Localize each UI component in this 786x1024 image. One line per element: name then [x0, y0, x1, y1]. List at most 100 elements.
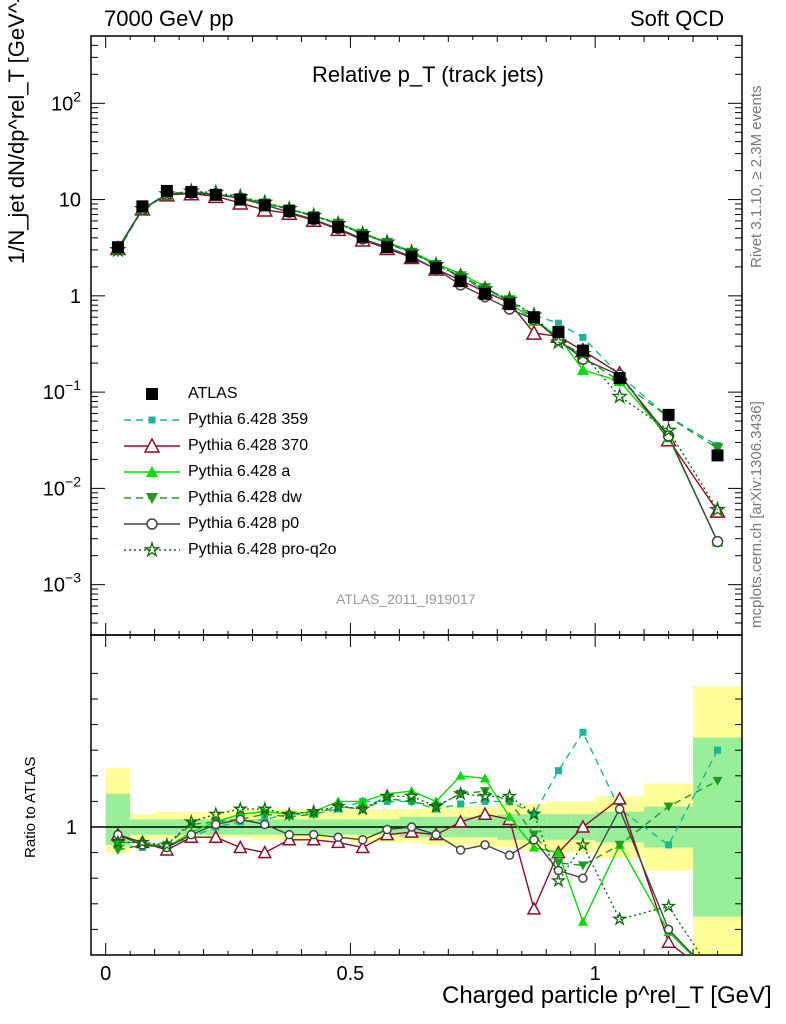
y-tick-label: 102: [51, 88, 81, 115]
data-point: [576, 363, 589, 375]
ratio-point: [481, 797, 489, 805]
data-point: [708, 500, 727, 518]
header-energy-label: 7000 GeV pp: [104, 6, 234, 31]
data-point: [659, 421, 678, 438]
ratio-point: [134, 834, 151, 849]
legend-entry: Pythia 6.428 dw: [116, 488, 416, 512]
x-tick-label: 0: [100, 963, 111, 985]
ratio-point: [211, 819, 221, 830]
ratio-point: [526, 806, 542, 821]
data-point: [234, 193, 247, 206]
ratio-point: [712, 776, 723, 786]
ratio-point: [235, 814, 246, 825]
y-tick-label: 10: [59, 190, 81, 212]
data-point: [503, 298, 516, 311]
data-point: [552, 326, 565, 339]
ratio-point: [208, 829, 224, 843]
data-point: [709, 502, 726, 518]
x-axis-label: Charged particle p^rel_T [GeV]: [442, 982, 772, 1009]
ratio-point: [112, 846, 123, 856]
y-axis-label-upper: 1/N_jet dN/dp^rel_T [GeV^-1]: [4, 0, 29, 264]
ratio-point: [554, 767, 562, 775]
data-point: [160, 184, 173, 197]
ratio-point: [431, 829, 441, 840]
ratio-point: [354, 800, 371, 816]
ratio-point: [578, 873, 588, 883]
legend-marker: [146, 518, 158, 530]
ratio-point: [579, 728, 587, 736]
legend-marker: [146, 388, 158, 400]
ratio-point: [577, 916, 588, 926]
ratio-point: [257, 845, 273, 859]
data-point: [579, 333, 587, 341]
ratio-point: [406, 822, 417, 832]
ratio-point: [453, 814, 468, 828]
data-point: [185, 185, 198, 198]
data-point: [405, 250, 418, 263]
legend-label: Pythia 6.428 a: [188, 463, 291, 480]
data-point: [527, 311, 540, 324]
ratio-point: [281, 806, 297, 821]
data-point: [258, 199, 271, 212]
ratio-point: [526, 901, 542, 915]
ratio-line: [117, 730, 719, 849]
data-point: [711, 449, 724, 462]
legend-entry: Pythia 6.428 p0: [116, 514, 416, 538]
ratio-point: [257, 800, 273, 816]
data-point: [525, 324, 543, 340]
ratio-point: [614, 840, 625, 850]
ratio-point: [477, 788, 493, 803]
y-tick-label: 1: [66, 817, 77, 839]
ratio-point: [477, 806, 493, 820]
y-axis-label-lower: Ratio to ATLAS: [22, 756, 39, 858]
ratio-point: [663, 802, 674, 812]
ratio-point: [308, 829, 319, 840]
axes-frames: [90, 35, 743, 956]
legend-markers: [124, 388, 180, 558]
data-point: [209, 188, 222, 201]
legend-entry: Pythia 6.428 359: [116, 410, 416, 434]
ratio-point: [110, 834, 126, 849]
ratio-point: [528, 842, 539, 852]
legend-label: Pythia 6.428 370: [188, 437, 309, 454]
ratio-point: [550, 872, 567, 888]
ratio-point: [501, 788, 518, 803]
ratio-point: [232, 800, 249, 816]
ratio-point: [577, 861, 588, 871]
upper-panel-series: [109, 182, 727, 548]
ratio-point: [614, 804, 625, 814]
data-point: [430, 261, 443, 274]
ratio-point: [575, 819, 591, 833]
legend-marker: [143, 437, 161, 453]
legend-entry: Pythia 6.428 a: [116, 462, 416, 486]
legend-marker: [146, 493, 158, 504]
data-point: [549, 333, 568, 350]
plot-title: Relative p_T (track jets): [312, 62, 544, 87]
legend-label: ATLAS: [188, 385, 238, 402]
ratio-point: [530, 810, 538, 818]
x-tick-label: 0.5: [337, 963, 365, 985]
ratio-point: [159, 836, 175, 852]
data-point: [613, 372, 626, 385]
data-point: [332, 220, 345, 233]
legend-entry: Pythia 6.428 370: [116, 436, 416, 460]
x-tick-label: 1: [590, 963, 601, 985]
data-point: [479, 287, 492, 300]
axis-ticks: [91, 35, 743, 955]
ratio-point: [357, 796, 368, 806]
ratio-point: [660, 898, 677, 913]
ratio-point: [553, 858, 564, 868]
ratio-point: [455, 770, 466, 780]
ratio-point: [357, 835, 368, 845]
y-tick-label: 10−2: [43, 473, 81, 500]
data-point: [611, 387, 629, 404]
ratio-point: [233, 839, 248, 854]
ratio-point: [575, 836, 591, 852]
data-point: [454, 275, 467, 288]
ratio-point: [455, 845, 466, 855]
legend-marker: [143, 540, 161, 558]
axis-tick-labels: 0 0.5 1 10−3 10−2 10−1 1 10 102 1: [43, 88, 601, 985]
data-point: [307, 212, 320, 225]
ratio-point: [480, 773, 491, 783]
